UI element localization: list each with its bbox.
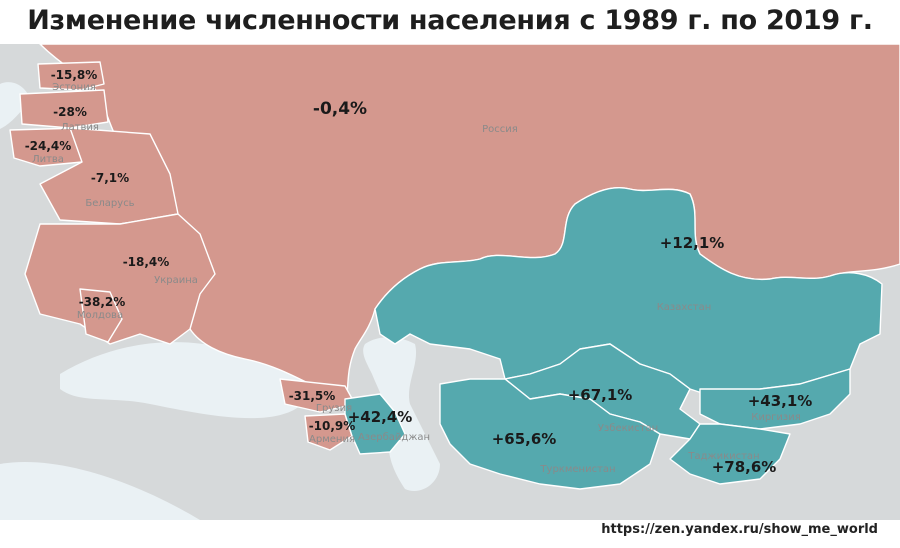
label-ukraine-name: Украина bbox=[154, 275, 198, 286]
label-georgia-change: -31,5% bbox=[289, 389, 336, 403]
label-latvia-change: -28% bbox=[53, 105, 87, 119]
population-change-map: -0,4% -15,8% -28% -24,4% -7,1% -18,4% -3… bbox=[0, 44, 900, 520]
region-latvia bbox=[19, 89, 109, 129]
label-belarus-change: -7,1% bbox=[91, 171, 129, 185]
label-kyrgyzstan-change: +43,1% bbox=[748, 392, 813, 410]
label-russia-change: -0,4% bbox=[313, 99, 367, 119]
label-tajikistan-name: Таджикистан bbox=[687, 451, 759, 462]
region-ukraine bbox=[24, 213, 216, 345]
label-georgia-name: Грузия bbox=[316, 403, 352, 414]
label-latvia-name: Латвия bbox=[61, 122, 99, 133]
black-sea bbox=[60, 342, 307, 419]
label-kazakhstan-change: +12,1% bbox=[660, 234, 725, 252]
region-armenia bbox=[304, 413, 353, 451]
region-estonia bbox=[37, 61, 105, 91]
label-armenia-name: Армения bbox=[309, 434, 355, 445]
region-georgia bbox=[279, 378, 356, 413]
label-kazakhstan-name: Казахстан bbox=[657, 302, 712, 313]
region-tajikistan bbox=[669, 423, 791, 485]
label-moldova-name: Молдова bbox=[77, 310, 123, 321]
label-tajikistan-change: +78,6% bbox=[712, 458, 777, 476]
label-azerbaijan-name: Азербайджан bbox=[358, 432, 430, 443]
caspian-sea bbox=[363, 337, 440, 492]
label-armenia-change: -10,9% bbox=[309, 419, 356, 433]
map-title: Изменение численности населения с 1989 г… bbox=[27, 5, 873, 36]
region-kyrgyzstan bbox=[699, 368, 851, 430]
label-turkmenistan-change: +65,6% bbox=[492, 430, 557, 448]
region-turkmenistan bbox=[439, 378, 661, 490]
label-russia-name: Россия bbox=[482, 124, 518, 135]
label-estonia-name: Эстония bbox=[52, 82, 95, 93]
label-kyrgyzstan-name: Киргизия bbox=[751, 412, 801, 423]
region-moldova bbox=[79, 288, 123, 343]
region-kazakhstan bbox=[374, 187, 883, 400]
label-lithuania-name: Литва bbox=[32, 154, 64, 165]
label-azerbaijan-change: +42,4% bbox=[348, 408, 413, 426]
label-moldova-change: -38,2% bbox=[79, 295, 126, 309]
label-estonia-change: -15,8% bbox=[51, 68, 98, 82]
label-lithuania-change: -24,4% bbox=[25, 139, 72, 153]
source-credit: https://zen.yandex.ru/show_me_world bbox=[601, 522, 878, 537]
label-turkmenistan-name: Туркменистан bbox=[539, 464, 615, 475]
label-uzbekistan-change: +67,1% bbox=[568, 386, 633, 404]
region-lithuania bbox=[9, 127, 83, 167]
label-belarus-name: Беларусь bbox=[85, 198, 134, 209]
mediterranean-sea bbox=[0, 462, 200, 520]
region-azerbaijan bbox=[344, 393, 406, 455]
label-uzbekistan-name: Узбекистан bbox=[598, 423, 658, 434]
label-ukraine-change: -18,4% bbox=[123, 255, 170, 269]
